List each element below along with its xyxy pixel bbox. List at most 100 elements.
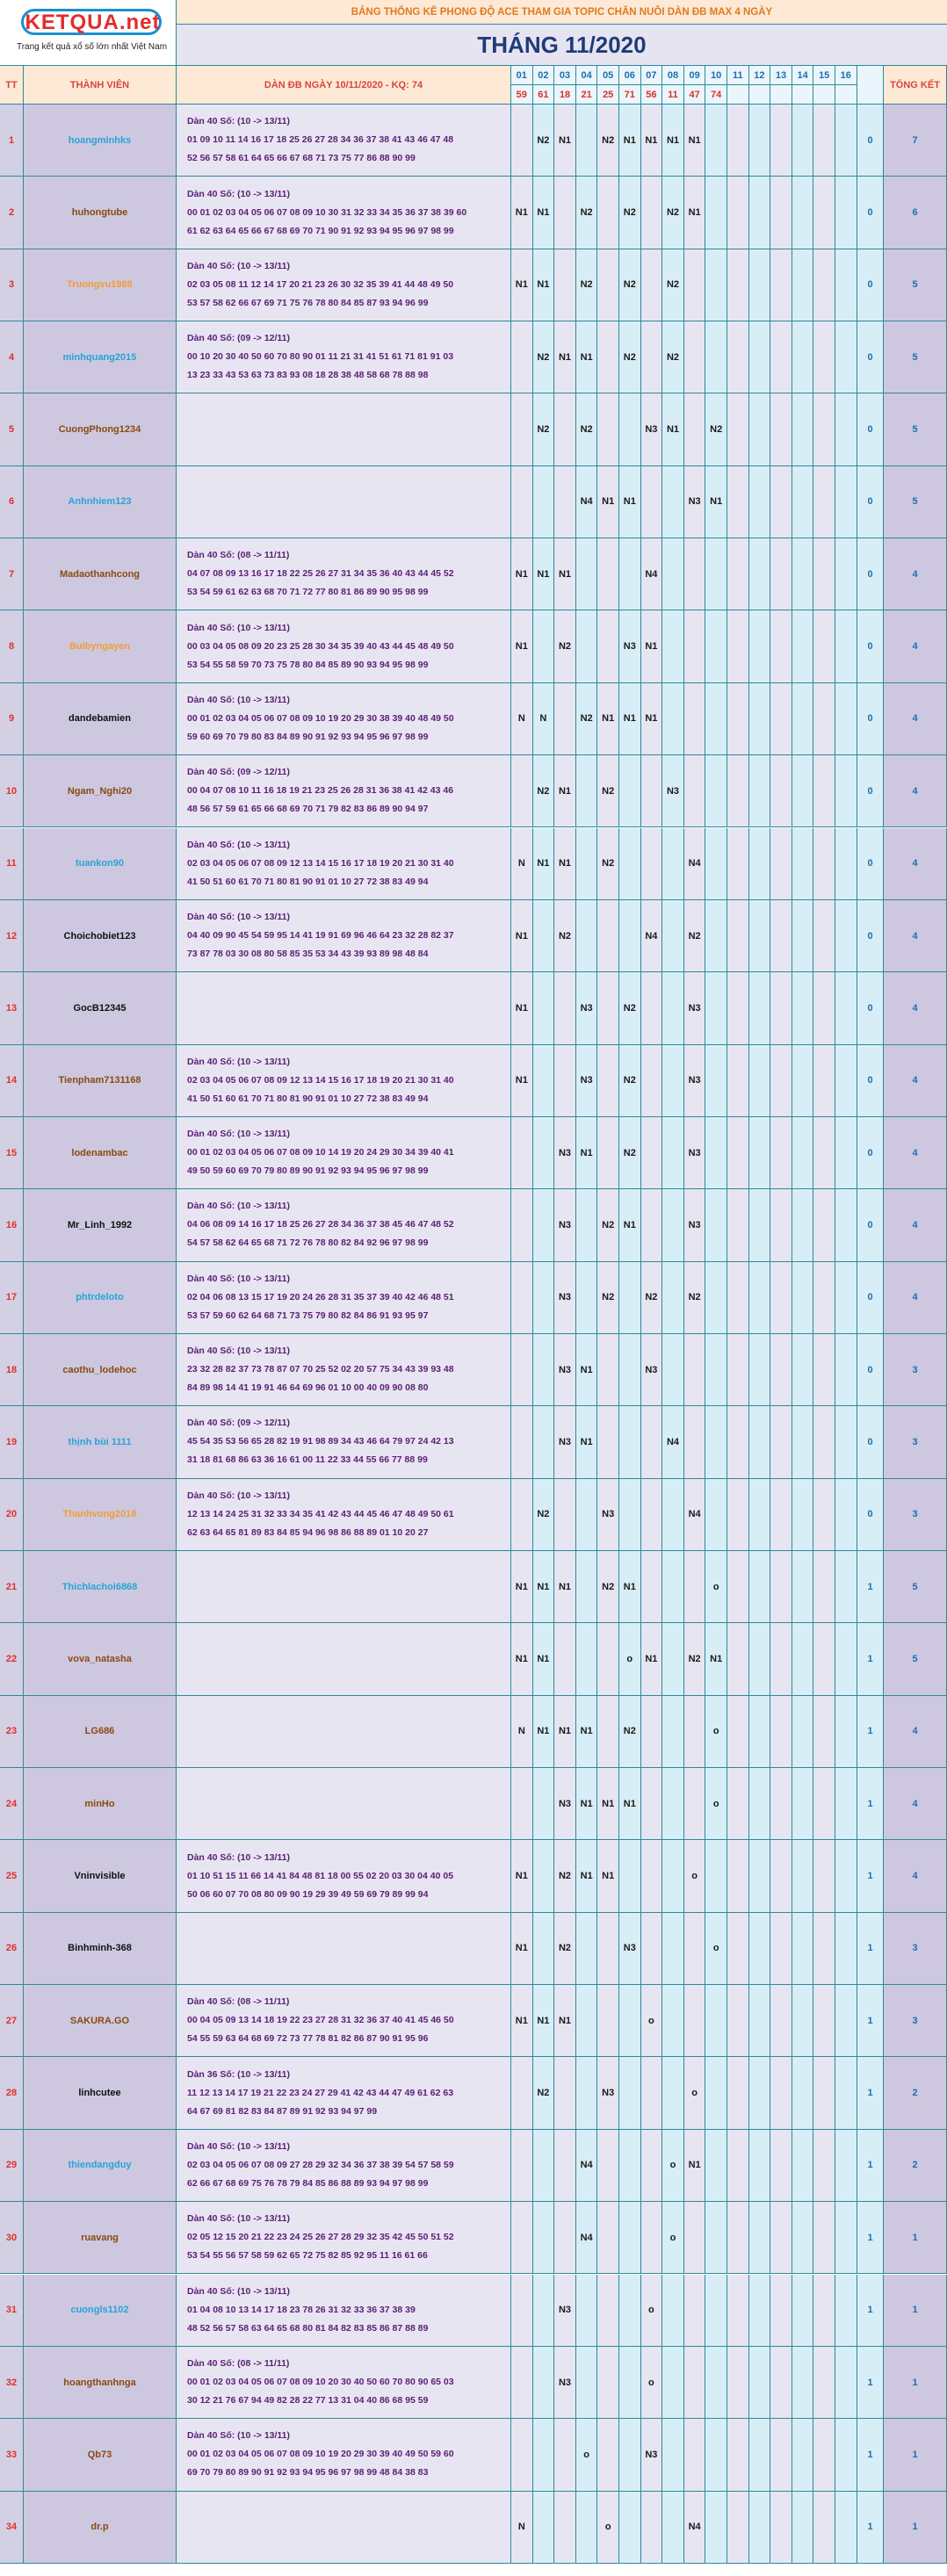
day-mark: N1 — [597, 682, 619, 756]
day-mark — [532, 1406, 555, 1479]
member-name[interactable]: linhcutee — [24, 2057, 177, 2130]
member-name[interactable]: caothu_lodehoc — [24, 1333, 177, 1407]
member-name[interactable]: ruavang — [24, 2202, 177, 2275]
day-mark: N1 — [532, 1695, 555, 1769]
day-mark — [575, 2274, 598, 2347]
total-count: 3 — [884, 1912, 947, 1986]
member-name[interactable]: Thichlachoi6868 — [24, 1551, 177, 1624]
selection-line: 53 54 55 58 59 70 73 75 78 80 84 85 89 9… — [187, 659, 429, 670]
member-name[interactable]: vova_natasha — [24, 1623, 177, 1696]
day-mark — [770, 972, 792, 1045]
member-name[interactable]: minhquang2015 — [24, 321, 177, 394]
day-mark: N1 — [705, 465, 727, 539]
day-mark — [748, 827, 771, 900]
member-name[interactable]: GocB12345 — [24, 972, 177, 1045]
day-mark — [792, 1695, 814, 1769]
selection-title: Dàn 40 Số: (10 -> 13/11) — [187, 1851, 291, 1863]
day-mark — [770, 1551, 792, 1624]
day-mark: N2 — [619, 249, 641, 322]
member-name[interactable]: tuankon90 — [24, 827, 177, 900]
total-count: 5 — [884, 321, 947, 394]
member-name[interactable]: minHo — [24, 1768, 177, 1841]
logo[interactable]: KETQUA.net Trang kết quả xổ số lớn nhất … — [0, 0, 177, 66]
day-mark — [792, 1189, 814, 1262]
win-count: 1 — [857, 2346, 884, 2420]
selection-text: Dàn 40 Số: (09 -> 12/11) 00 10 20 30 40 5… — [187, 329, 453, 385]
day-mark — [727, 1623, 749, 1696]
selection-title: Dàn 40 Số: (10 -> 13/11) — [187, 1201, 291, 1212]
member-name[interactable]: Truongvu1988 — [24, 249, 177, 322]
day-mark — [770, 1044, 792, 1117]
member-name[interactable]: thịnh bùi 1111 — [24, 1406, 177, 1479]
day-mark — [835, 321, 857, 394]
member-name[interactable]: Tienpham7131168 — [24, 1044, 177, 1117]
selection-title: Dàn 40 Số: (10 -> 13/11) — [187, 1056, 291, 1067]
member-name[interactable]: SAKURA.GO — [24, 1985, 177, 2058]
day-mark: N1 — [511, 899, 533, 973]
member-name[interactable]: Binhminh-368 — [24, 1912, 177, 1986]
member-name[interactable]: dr.p — [24, 2491, 177, 2564]
member-name[interactable]: lodenambac — [24, 1116, 177, 1190]
day-mark — [748, 1478, 771, 1551]
member-name[interactable]: LG686 — [24, 1695, 177, 1769]
day-mark — [727, 1333, 749, 1407]
member-name[interactable]: Vninvisible — [24, 1840, 177, 1913]
selection-line: 02 05 12 15 20 21 22 23 24 25 26 27 28 2… — [187, 2232, 454, 2243]
day-mark: N2 — [597, 105, 619, 177]
day-mark — [597, 610, 619, 683]
selection-text: Dàn 40 Số: (10 -> 13/11) 02 03 04 05 06 0… — [187, 2138, 454, 2193]
day-mark — [597, 2129, 619, 2203]
member-name[interactable]: Buibyngayen — [24, 610, 177, 683]
day-mark — [662, 1912, 684, 1986]
win-count: 0 — [857, 682, 884, 756]
day-mark — [705, 1333, 727, 1407]
day-mark — [727, 1912, 749, 1986]
day-mark — [683, 1912, 706, 1986]
member-name[interactable]: huhongtube — [24, 177, 177, 249]
member-name[interactable]: phtrdeloto — [24, 1261, 177, 1334]
day-mark — [813, 827, 835, 900]
member-name[interactable]: dandebamien — [24, 682, 177, 756]
day-mark — [748, 2274, 771, 2347]
selection-text: Dàn 40 Số: (10 -> 13/11) 00 01 02 03 04 0… — [187, 185, 466, 241]
day-result: 71 — [619, 85, 641, 105]
day-mark — [597, 538, 619, 611]
total-count: 3 — [884, 1478, 947, 1551]
member-name[interactable]: Ngam_Nghi20 — [24, 755, 177, 828]
day-mark — [575, 827, 598, 900]
day-mark — [640, 1695, 663, 1769]
day-mark — [662, 972, 684, 1045]
member-name[interactable]: Anhnhiem123 — [24, 465, 177, 539]
member-name[interactable]: Thanhvong2018 — [24, 1478, 177, 1551]
selection-cell: Dàn 40 Số: (10 -> 13/11) 00 01 02 03 04 0… — [177, 682, 511, 756]
day-mark: N1 — [640, 105, 663, 177]
member-name[interactable]: CuongPhong1234 — [24, 393, 177, 466]
day-mark — [813, 610, 835, 683]
day-mark: N2 — [597, 1189, 619, 1262]
day-mark: N1 — [575, 1768, 598, 1841]
day-mark — [835, 2491, 857, 2564]
day-mark: N1 — [597, 1768, 619, 1841]
row-number: 27 — [0, 1985, 24, 2058]
selection-cell: Dàn 40 Số: (10 -> 13/11) 00 03 04 05 08 0… — [177, 610, 511, 683]
win-count: 0 — [857, 465, 884, 539]
selection-line: 01 04 08 10 13 14 17 18 23 78 26 31 32 3… — [187, 2304, 416, 2315]
day-mark — [727, 1478, 749, 1551]
member-name[interactable]: Madaothanhcong — [24, 538, 177, 611]
day-mark — [619, 2419, 641, 2492]
member-name[interactable]: thiendangduy — [24, 2129, 177, 2203]
day-mark — [792, 393, 814, 466]
member-name[interactable]: Qb73 — [24, 2419, 177, 2492]
member-name[interactable]: cuongls1102 — [24, 2274, 177, 2347]
member-name[interactable]: hoangthanhnga — [24, 2346, 177, 2420]
member-name[interactable]: Mr_Linh_1992 — [24, 1189, 177, 1262]
selection-line: 02 03 04 05 06 07 08 09 12 13 14 15 16 1… — [187, 857, 454, 869]
member-name[interactable]: Choichobiet123 — [24, 899, 177, 973]
day-mark — [748, 899, 771, 973]
selection-text: Dàn 40 Số: (10 -> 13/11) 04 06 08 09 14 1… — [187, 1197, 454, 1252]
day-mark — [748, 2057, 771, 2130]
selection-line: 84 89 98 14 41 19 91 46 64 69 96 01 10 0… — [187, 1382, 429, 1394]
day-mark — [597, 2274, 619, 2347]
member-name[interactable]: hoangminhks — [24, 105, 177, 177]
day-mark — [554, 249, 576, 322]
